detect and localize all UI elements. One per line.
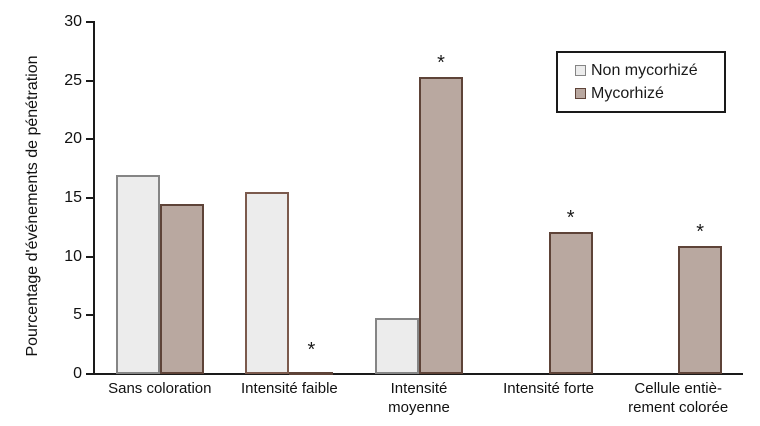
x-axis-label: Intensité moyenne [388, 380, 450, 416]
y-axis-title: Pourcentage d'événements de pénétration [24, 55, 41, 357]
y-tick-label: 0 [73, 365, 82, 382]
y-tick [86, 138, 94, 141]
y-tick [86, 79, 94, 82]
y-tick [86, 21, 94, 23]
legend-item-non-mycorhize: Non mycorhizé [575, 62, 724, 79]
legend-swatch-mycorhize [575, 88, 586, 99]
significance-asterisk: * [566, 207, 575, 230]
legend: Non mycorhizé Mycorhizé [556, 51, 726, 113]
bar-mycorhize [548, 232, 593, 374]
y-tick [86, 197, 94, 199]
x-axis-label: Intensité faible [241, 380, 338, 397]
y-tick-label: 15 [64, 189, 82, 206]
bar-mycorhize [419, 77, 463, 374]
y-tick [86, 373, 94, 375]
y-tick-label: 30 [64, 13, 82, 30]
bar-mycorhize-zero [289, 372, 334, 375]
legend-label-non-mycorhize: Non mycorhizé [591, 62, 698, 79]
x-axis-label: Intensité forte [503, 380, 595, 397]
bar-non-mycorhize [375, 317, 419, 374]
significance-asterisk: * [307, 339, 316, 361]
bar-non-mycorhize [115, 174, 160, 374]
x-axis-line [93, 373, 743, 375]
y-axis-line [93, 21, 95, 375]
y-tick-label: 25 [64, 71, 82, 89]
legend-label-mycorhize: Mycorhizé [591, 85, 664, 102]
y-tick-label: 20 [64, 130, 82, 148]
legend-swatch-non-mycorhize [575, 65, 586, 76]
significance-asterisk: * [696, 221, 705, 244]
y-tick-label: 5 [73, 306, 82, 324]
significance-asterisk: * [437, 52, 445, 75]
legend-item-mycorhize: Mycorhizé [575, 85, 724, 102]
bar-mycorhize [678, 246, 723, 374]
x-axis-label: Sans coloration [108, 380, 212, 397]
y-tick [86, 314, 94, 317]
y-tick [86, 255, 94, 258]
bar-mycorhize [159, 203, 204, 374]
x-axis-label: Cellule entiè- rement colorée [628, 380, 729, 416]
y-tick-label: 10 [64, 247, 82, 265]
bar-non-mycorhize [245, 192, 290, 374]
